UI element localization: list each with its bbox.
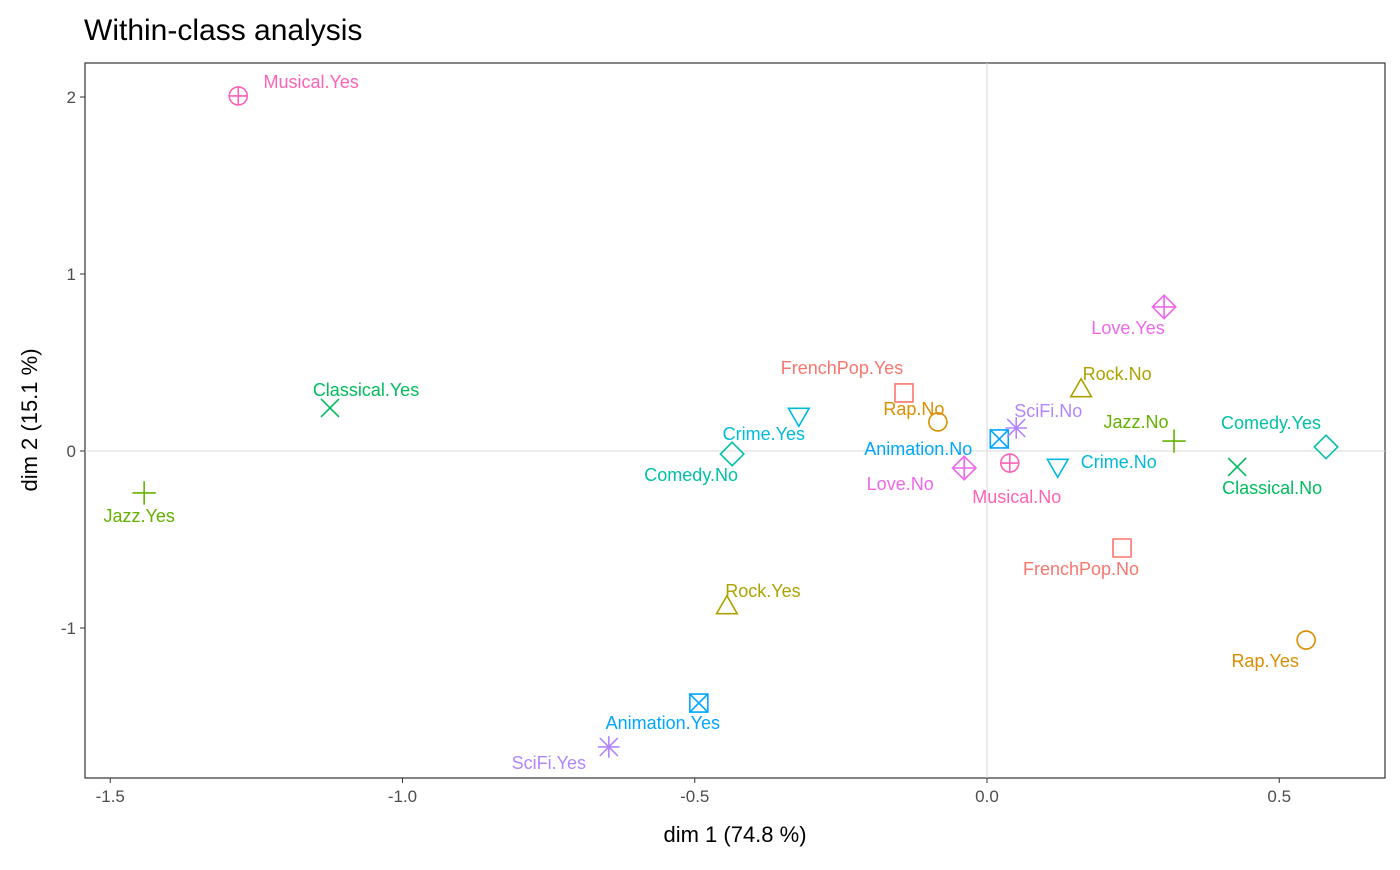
y-axis: 2 1 0 -1 bbox=[61, 88, 85, 638]
y-axis-title: dim 2 (15.1 %) bbox=[17, 348, 42, 491]
point-label: Rap.No bbox=[883, 399, 944, 419]
point-label: Animation.Yes bbox=[606, 713, 720, 733]
x-tick-label: 0.0 bbox=[975, 787, 999, 806]
point-musical-no bbox=[999, 453, 1020, 473]
point-crime-no bbox=[1045, 458, 1070, 479]
point-frenchpop-no bbox=[1112, 538, 1132, 558]
point-animation-yes bbox=[689, 693, 709, 713]
point-jazz-no bbox=[1162, 429, 1186, 453]
point-classical-no bbox=[1227, 457, 1247, 477]
x-axis: -1.5 -1.0 -0.5 0.0 0.5 bbox=[96, 778, 1291, 806]
point-frenchpop-yes bbox=[894, 383, 914, 403]
x-tick-label: 0.5 bbox=[1267, 787, 1291, 806]
point-label: FrenchPop.Yes bbox=[781, 358, 903, 378]
point-comedy-no bbox=[719, 441, 745, 467]
point-rap-no bbox=[928, 412, 948, 432]
panel-border bbox=[84, 62, 1386, 779]
y-tick-label: -1 bbox=[61, 619, 76, 638]
point-label: Jazz.No bbox=[1104, 412, 1169, 432]
point-classical-yes bbox=[320, 398, 340, 418]
point-rap-yes bbox=[1296, 630, 1316, 650]
point-label: Musical.No bbox=[972, 487, 1061, 507]
chart-title: Within-class analysis bbox=[84, 14, 362, 47]
point-love-no bbox=[951, 455, 978, 481]
x-axis-title: dim 1 (74.8 %) bbox=[663, 822, 806, 847]
point-label: Comedy.Yes bbox=[1221, 413, 1321, 433]
point-rock-yes bbox=[715, 594, 739, 615]
x-tick-label: -1.0 bbox=[388, 787, 417, 806]
point-label: Comedy.No bbox=[644, 465, 738, 485]
y-tick-label: 0 bbox=[67, 442, 76, 461]
point-label: SciFi.No bbox=[1014, 401, 1082, 421]
y-tick-label: 2 bbox=[67, 88, 76, 107]
point-label: Rap.Yes bbox=[1231, 651, 1298, 671]
point-label: Musical.Yes bbox=[264, 72, 359, 92]
point-musical-yes bbox=[228, 86, 249, 106]
point-label: FrenchPop.No bbox=[1023, 559, 1139, 579]
point-jazz-yes bbox=[132, 481, 156, 505]
point-love-yes bbox=[1151, 294, 1177, 320]
point-label: Crime.Yes bbox=[723, 424, 805, 444]
point-comedy-yes bbox=[1313, 434, 1339, 460]
x-tick-label: -1.5 bbox=[96, 787, 125, 806]
point-label: Classical.Yes bbox=[313, 380, 419, 400]
point-label: SciFi.Yes bbox=[512, 753, 586, 773]
point-label: Jazz.Yes bbox=[103, 506, 174, 526]
point-label: Animation.No bbox=[864, 439, 972, 459]
point-rock-no bbox=[1069, 377, 1093, 398]
point-label: Rock.Yes bbox=[725, 581, 800, 601]
point-animation-no bbox=[989, 429, 1010, 449]
reference-lines bbox=[85, 63, 1385, 778]
point-label: Crime.No bbox=[1081, 452, 1157, 472]
points bbox=[132, 86, 1339, 758]
point-label: Love.Yes bbox=[1091, 318, 1164, 338]
x-tick-label: -0.5 bbox=[680, 787, 709, 806]
plot-panel bbox=[84, 62, 1386, 779]
point-label: Classical.No bbox=[1222, 478, 1322, 498]
point-labels: Musical.Yes Classical.Yes Jazz.Yes Comedy.N… bbox=[103, 72, 1322, 773]
point-label: Rock.No bbox=[1083, 364, 1152, 384]
point-crime-yes bbox=[787, 407, 811, 428]
point-scifi-no bbox=[1005, 417, 1028, 439]
y-tick-label: 1 bbox=[67, 265, 76, 284]
point-scifi-yes bbox=[598, 736, 620, 758]
point-label: Love.No bbox=[867, 474, 934, 494]
